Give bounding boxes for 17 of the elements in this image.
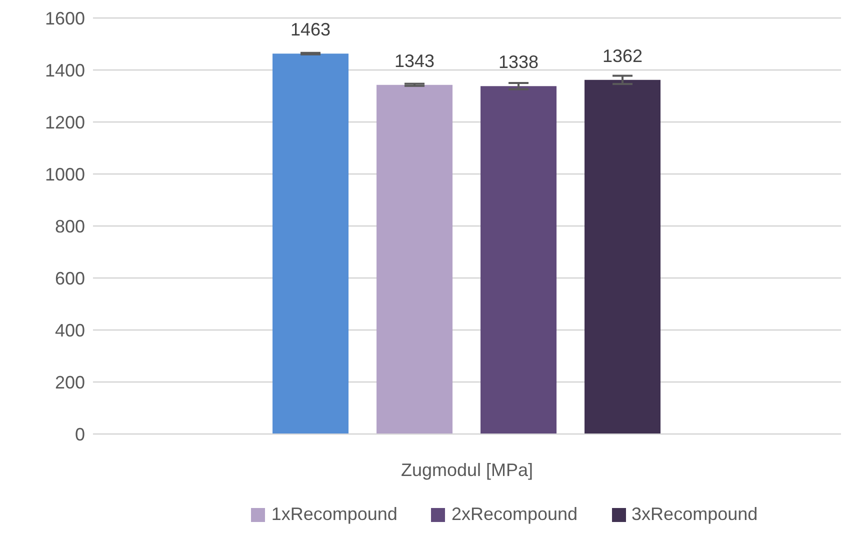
y-tick-label: 1400 xyxy=(44,60,85,80)
y-tick-label: 1000 xyxy=(44,164,85,184)
y-tick-label: 600 xyxy=(54,268,85,288)
x-axis-title: Zugmodul [MPa] xyxy=(400,460,534,480)
legend-label: 1xRecompound xyxy=(270,504,398,525)
data-label: 1338 xyxy=(498,52,539,72)
y-tick-label: 200 xyxy=(54,372,85,392)
data-label: 1362 xyxy=(602,46,643,66)
y-tick-label: 0 xyxy=(74,424,85,444)
data-label: 1463 xyxy=(290,20,331,40)
legend-label: 2xRecompound xyxy=(450,504,578,525)
y-tick-label: 1200 xyxy=(44,112,85,132)
data-label: 1343 xyxy=(394,50,435,71)
y-tick-label: 800 xyxy=(54,216,85,236)
y-tick-label: 1600 xyxy=(44,8,85,28)
y-tick-label: 400 xyxy=(54,320,85,340)
legend-label: 3xRecompound xyxy=(630,504,758,525)
